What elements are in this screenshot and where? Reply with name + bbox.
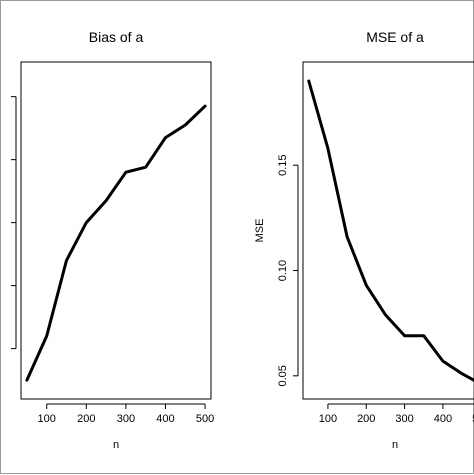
bias-x-tick-label: 500 [196, 413, 214, 425]
mse-title: MSE of a [366, 29, 424, 45]
bias-title: Bias of a [89, 29, 144, 45]
mse-x-tick-label: 500 [472, 413, 474, 425]
bias-series-line [25, 104, 207, 382]
mse-y-tick-label: 0.10 [277, 260, 289, 281]
mse-y-axis-label: MSE [254, 219, 266, 243]
mse-y-tick-label: 0.15 [277, 154, 289, 175]
bias-plot-frame [20, 61, 212, 400]
bias-x-tick-label: 300 [117, 413, 135, 425]
mse-x-tick-label: 100 [319, 413, 337, 425]
mse-x-tick-label: 300 [395, 413, 413, 425]
mse-y-tick-label: 0.05 [277, 365, 289, 386]
mse-plot-frame [302, 61, 474, 400]
mse-x-axis-label: n [392, 439, 398, 451]
bias-x-tick-label: 200 [77, 413, 95, 425]
mse-x-tick-label: 400 [434, 413, 452, 425]
bias-x-tick-label: 100 [38, 413, 56, 425]
bias-x-axis-label: n [113, 439, 119, 451]
mse-series-line [307, 79, 474, 382]
mse-panel: MSE of a 100 200 300 400 500 n 0.05 0.10 0.15 MSE [254, 29, 474, 451]
bias-x-tick-label: 400 [156, 413, 174, 425]
mse-x-tick-label: 200 [357, 413, 375, 425]
bias-panel: Bias of a 100 200 300 400 500 n [11, 29, 214, 451]
